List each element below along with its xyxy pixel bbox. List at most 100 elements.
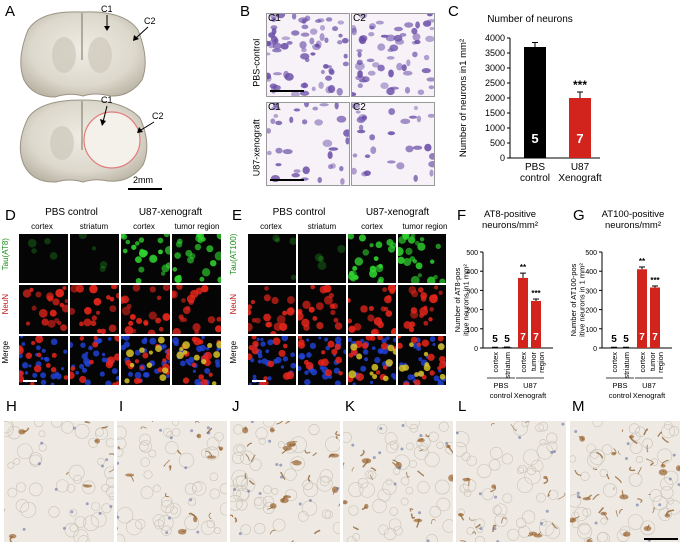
panel-label-e: E — [232, 207, 243, 224]
b-row2-label: U87-xenograft — [251, 119, 262, 177]
y-tick-label: 400 — [466, 269, 478, 276]
category-label: tumorregion — [529, 351, 546, 372]
a-scale-bar — [128, 188, 162, 190]
y-tick-label: 2000 — [485, 93, 505, 103]
fluorescence-tile — [19, 234, 68, 283]
b-micrograph-pbs-c1 — [266, 13, 350, 97]
n-label: 7 — [520, 332, 526, 343]
fluorescence-tile — [348, 336, 396, 385]
d-row-merge: Merge — [0, 340, 10, 364]
e-col3: cortex — [361, 222, 383, 231]
panel-label-c: C — [448, 3, 459, 20]
b-micrograph-u87-c1 — [266, 102, 350, 186]
n-label: 7 — [533, 332, 539, 343]
group-label: U87 — [523, 381, 537, 390]
bar — [518, 277, 528, 348]
y-tick-label: 3500 — [485, 48, 505, 58]
category-label: PBS — [525, 162, 545, 173]
category-label: Xenograft — [558, 173, 602, 184]
e-row-merge: Merge — [228, 340, 238, 364]
fluorescence-tile — [172, 336, 221, 385]
fluorescence-tile — [398, 234, 446, 283]
fluorescence-tile — [70, 285, 119, 334]
y-tick-label: 500 — [490, 138, 505, 148]
fluorescence-tile — [298, 336, 346, 385]
fluorescence-tile — [248, 234, 296, 283]
y-tick-label: 300 — [585, 288, 597, 295]
panel-label-f: F — [457, 207, 467, 224]
category-label: striatum — [503, 352, 512, 379]
n-label: 5 — [531, 131, 538, 146]
fluorescence-tile — [348, 285, 396, 334]
e-group2: U87-xenograft — [365, 207, 430, 218]
brain-sections — [19, 11, 148, 183]
b-c2-bottom: C2 — [353, 102, 366, 113]
significance: ** — [520, 263, 527, 272]
bar — [531, 300, 541, 348]
fluorescence-scale-bar — [23, 380, 37, 382]
significance: *** — [573, 78, 587, 92]
b-micrograph-pbs-c2 — [351, 13, 435, 97]
n-label: 7 — [639, 332, 645, 343]
b-c2-top: C2 — [353, 13, 366, 24]
category-label: tumorregion — [648, 351, 665, 372]
g-title1: AT100-positive — [601, 209, 665, 220]
e-col1: cortex — [260, 222, 282, 231]
y-tick-label: 0 — [474, 346, 478, 353]
e-col2: striatum — [307, 222, 337, 231]
y-tick-label: 400 — [585, 269, 597, 276]
e-row-tau: Tau(AT100) — [228, 233, 238, 275]
b-micrograph-u87-c2 — [351, 102, 435, 186]
y-tick-label: 2500 — [485, 78, 505, 88]
bar — [650, 287, 660, 348]
panel-label-d: D — [5, 207, 16, 224]
significance: *** — [531, 289, 541, 298]
group-label: Xenograft — [633, 391, 666, 400]
b-c1-top: C1 — [268, 13, 281, 24]
m-scale-bar — [644, 538, 678, 540]
a-c1b-label: C1 — [101, 95, 113, 105]
fluorescence-tile — [121, 234, 170, 283]
fluorescence-tile — [248, 336, 296, 385]
category-label: cortex — [491, 352, 500, 373]
y-tick-label: 500 — [466, 250, 478, 257]
a-c2b-label: C2 — [152, 111, 164, 121]
category-label: control — [520, 173, 550, 184]
d-col1: cortex — [31, 222, 53, 231]
g-title2: neurons/mm² — [605, 220, 661, 231]
n-label: 5 — [492, 334, 498, 345]
n-label: 5 — [623, 334, 629, 345]
chart-c: 0 500 1000 1500 2000 2500 3000 3500 4000 Number o… — [458, 33, 602, 184]
n-label: 5 — [504, 334, 510, 345]
panel-label-g: G — [573, 207, 585, 224]
category-label: U87 — [571, 162, 590, 173]
fluorescence-tile — [121, 336, 170, 385]
fluorescence-tile — [398, 285, 446, 334]
category-label: cortex — [638, 352, 647, 373]
a-c2-label: C2 — [144, 16, 156, 26]
a-arrows — [100, 15, 155, 133]
d-col2: striatum — [79, 222, 109, 231]
panel-label-k: K — [345, 398, 356, 415]
fluorescence-tile — [19, 336, 68, 385]
group-label: PBS — [612, 381, 627, 390]
e-col4: tumor region — [402, 222, 448, 231]
y-tick-label: 1500 — [485, 108, 505, 118]
panel-label-j: J — [232, 398, 240, 415]
bar — [502, 347, 512, 349]
bar — [490, 347, 500, 349]
a-scale-label: 2mm — [133, 175, 153, 185]
fluorescence-tile — [70, 234, 119, 283]
ihc-micrograph-j — [230, 421, 340, 542]
ihc-micrograph-m — [570, 421, 680, 542]
y-tick-label: 3000 — [485, 63, 505, 73]
fluorescence-tile — [298, 285, 346, 334]
b-scale-bar-top — [270, 90, 304, 92]
y-axis-label: Number of AT8-positive neurons in1 mm² — [453, 264, 471, 336]
bar — [569, 98, 591, 158]
fluorescence-tile — [121, 285, 170, 334]
b-c1-bottom: C1 — [268, 102, 281, 113]
n-label: 7 — [652, 332, 658, 343]
n-label: 7 — [576, 131, 583, 146]
